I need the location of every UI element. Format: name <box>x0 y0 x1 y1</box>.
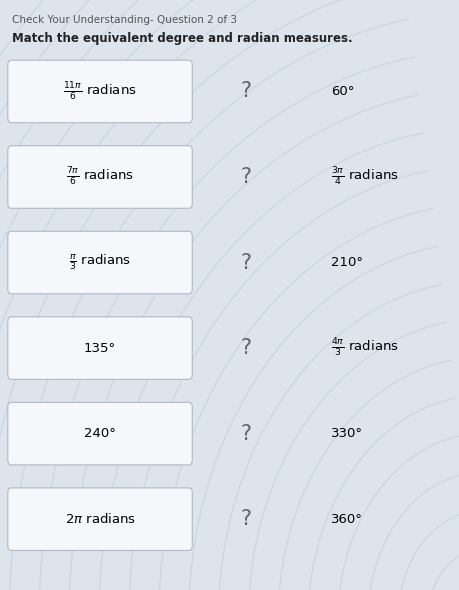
Text: 60°: 60° <box>330 85 354 98</box>
Text: ?: ? <box>240 424 251 444</box>
Text: ?: ? <box>240 338 251 358</box>
Text: $\frac{3\pi}{4}$ radians: $\frac{3\pi}{4}$ radians <box>330 166 398 188</box>
Text: ?: ? <box>240 509 251 529</box>
Text: $\frac{4\pi}{3}$ radians: $\frac{4\pi}{3}$ radians <box>330 337 398 359</box>
FancyBboxPatch shape <box>8 317 192 379</box>
Text: 360°: 360° <box>330 513 362 526</box>
FancyBboxPatch shape <box>8 146 192 208</box>
Text: 330°: 330° <box>330 427 363 440</box>
Text: 210°: 210° <box>330 256 363 269</box>
Text: ?: ? <box>240 167 251 187</box>
Text: 135°: 135° <box>84 342 116 355</box>
Text: $\frac{11\pi}{6}$ radians: $\frac{11\pi}{6}$ radians <box>63 80 137 103</box>
Text: 240°: 240° <box>84 427 116 440</box>
FancyBboxPatch shape <box>8 402 192 465</box>
Text: ?: ? <box>240 81 251 101</box>
Text: $\frac{\pi}{3}$ radians: $\frac{\pi}{3}$ radians <box>69 253 131 273</box>
Text: Check Your Understanding- Question 2 of 3: Check Your Understanding- Question 2 of … <box>11 15 236 25</box>
Text: ?: ? <box>240 253 251 273</box>
Text: $2\pi$ radians: $2\pi$ radians <box>64 512 135 526</box>
FancyBboxPatch shape <box>8 60 192 123</box>
FancyBboxPatch shape <box>8 231 192 294</box>
FancyBboxPatch shape <box>8 488 192 550</box>
Text: Match the equivalent degree and radian measures.: Match the equivalent degree and radian m… <box>11 32 351 45</box>
Text: $\frac{7\pi}{6}$ radians: $\frac{7\pi}{6}$ radians <box>66 166 134 188</box>
